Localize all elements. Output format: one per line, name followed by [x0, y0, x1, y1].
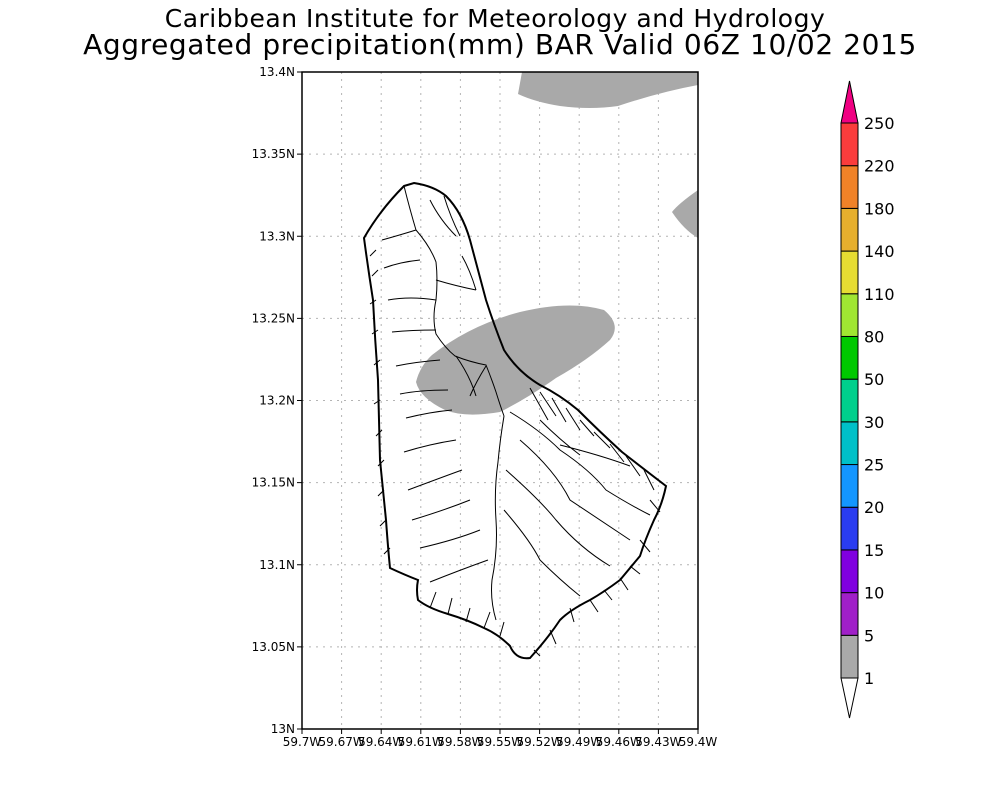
watershed-lines: [381, 185, 651, 621]
colorbar-swatch: [840, 250, 859, 295]
precip-shading: [416, 72, 698, 415]
colorbar-label: 20: [864, 498, 884, 517]
longitude-axis: 59.7W59.67W59.64W59.61W59.58W59.55W59.52…: [283, 729, 718, 749]
watershed-line: [381, 229, 489, 583]
latitude-axis: 13N 13.05N 13.1N 13.15N 13.2N 13.25N 13.3N 13.3…: [252, 65, 302, 736]
colorbar-label: 140: [864, 242, 895, 261]
lon-tick-label: 59.55W: [477, 735, 523, 749]
colorbar-label: 220: [864, 157, 895, 176]
colorbar-above-arrow: [840, 80, 859, 124]
lat-tick-label: 13.25N: [252, 311, 295, 325]
colorbar-label: 5: [864, 626, 874, 645]
lat-tick-label: 13.1N: [259, 558, 295, 572]
island-coastline: [362, 181, 668, 660]
colorbar-label: 30: [864, 413, 884, 432]
lon-tick-label: 59.46W: [596, 735, 642, 749]
colorbar-label: 250: [864, 114, 895, 133]
lon-tick-label: 59.4W: [679, 735, 718, 749]
colorbar-swatch: [840, 293, 859, 337]
colorbar-swatch: [840, 122, 859, 167]
lon-tick-label: 59.61W: [398, 735, 444, 749]
chart-subtitle: Aggregated precipitation(mm) BAR Valid 0…: [83, 28, 917, 61]
lon-tick-label: 59.67W: [318, 735, 364, 749]
colorbar-swatch: [840, 506, 859, 551]
colorbar-swatch: [840, 165, 859, 209]
colorbar-below-arrow: [840, 677, 859, 719]
lat-tick-label: 13N: [271, 722, 295, 736]
lon-tick-label: 59.52W: [516, 735, 562, 749]
colorbar-label: 80: [864, 327, 884, 346]
colorbar-label: 180: [864, 199, 895, 218]
lat-tick-label: 13.4N: [259, 65, 295, 79]
island-barbados: [362, 181, 668, 660]
colorbar-label: 25: [864, 456, 884, 475]
colorbar-swatch: [840, 549, 859, 594]
colorbar-swatch: [840, 464, 859, 508]
colorbar-label: 10: [864, 584, 884, 603]
watershed-line: [503, 411, 651, 597]
lon-tick-label: 59.49W: [556, 735, 602, 749]
island-coastline-detail: [369, 249, 661, 657]
watershed-line: [429, 195, 487, 397]
colorbar-label: 110: [864, 285, 895, 304]
lon-tick-label: 59.58W: [437, 735, 483, 749]
precip-area-north: [518, 72, 698, 108]
precip-area-northeast: [672, 190, 698, 238]
chart-title: Caribbean Institute for Meteorology and …: [164, 4, 826, 33]
colorbar-swatch: [840, 335, 859, 380]
colorbar-swatch: [840, 421, 859, 466]
watershed-line: [491, 415, 505, 621]
lat-tick-label: 13.2N: [259, 394, 295, 408]
watershed-line: [403, 185, 505, 417]
lat-tick-label: 13.3N: [259, 229, 295, 243]
lon-tick-label: 59.7W: [283, 735, 322, 749]
grid-lines: [302, 72, 698, 729]
colorbar-swatch: [840, 207, 859, 252]
colorbar-label: 50: [864, 370, 884, 389]
colorbar-swatch: [840, 378, 859, 423]
lat-tick-label: 13.05N: [252, 640, 295, 654]
lat-tick-label: 13.35N: [252, 147, 295, 161]
colorbar-swatch: [840, 634, 859, 679]
colorbar-label: 1: [864, 669, 874, 688]
colorbar-label: 15: [864, 541, 884, 560]
lon-tick-label: 59.64W: [358, 735, 404, 749]
precip-area-central: [416, 305, 615, 415]
lon-tick-label: 59.43W: [635, 735, 681, 749]
lat-tick-label: 13.15N: [252, 476, 295, 490]
colorbar-swatch: [840, 592, 859, 636]
